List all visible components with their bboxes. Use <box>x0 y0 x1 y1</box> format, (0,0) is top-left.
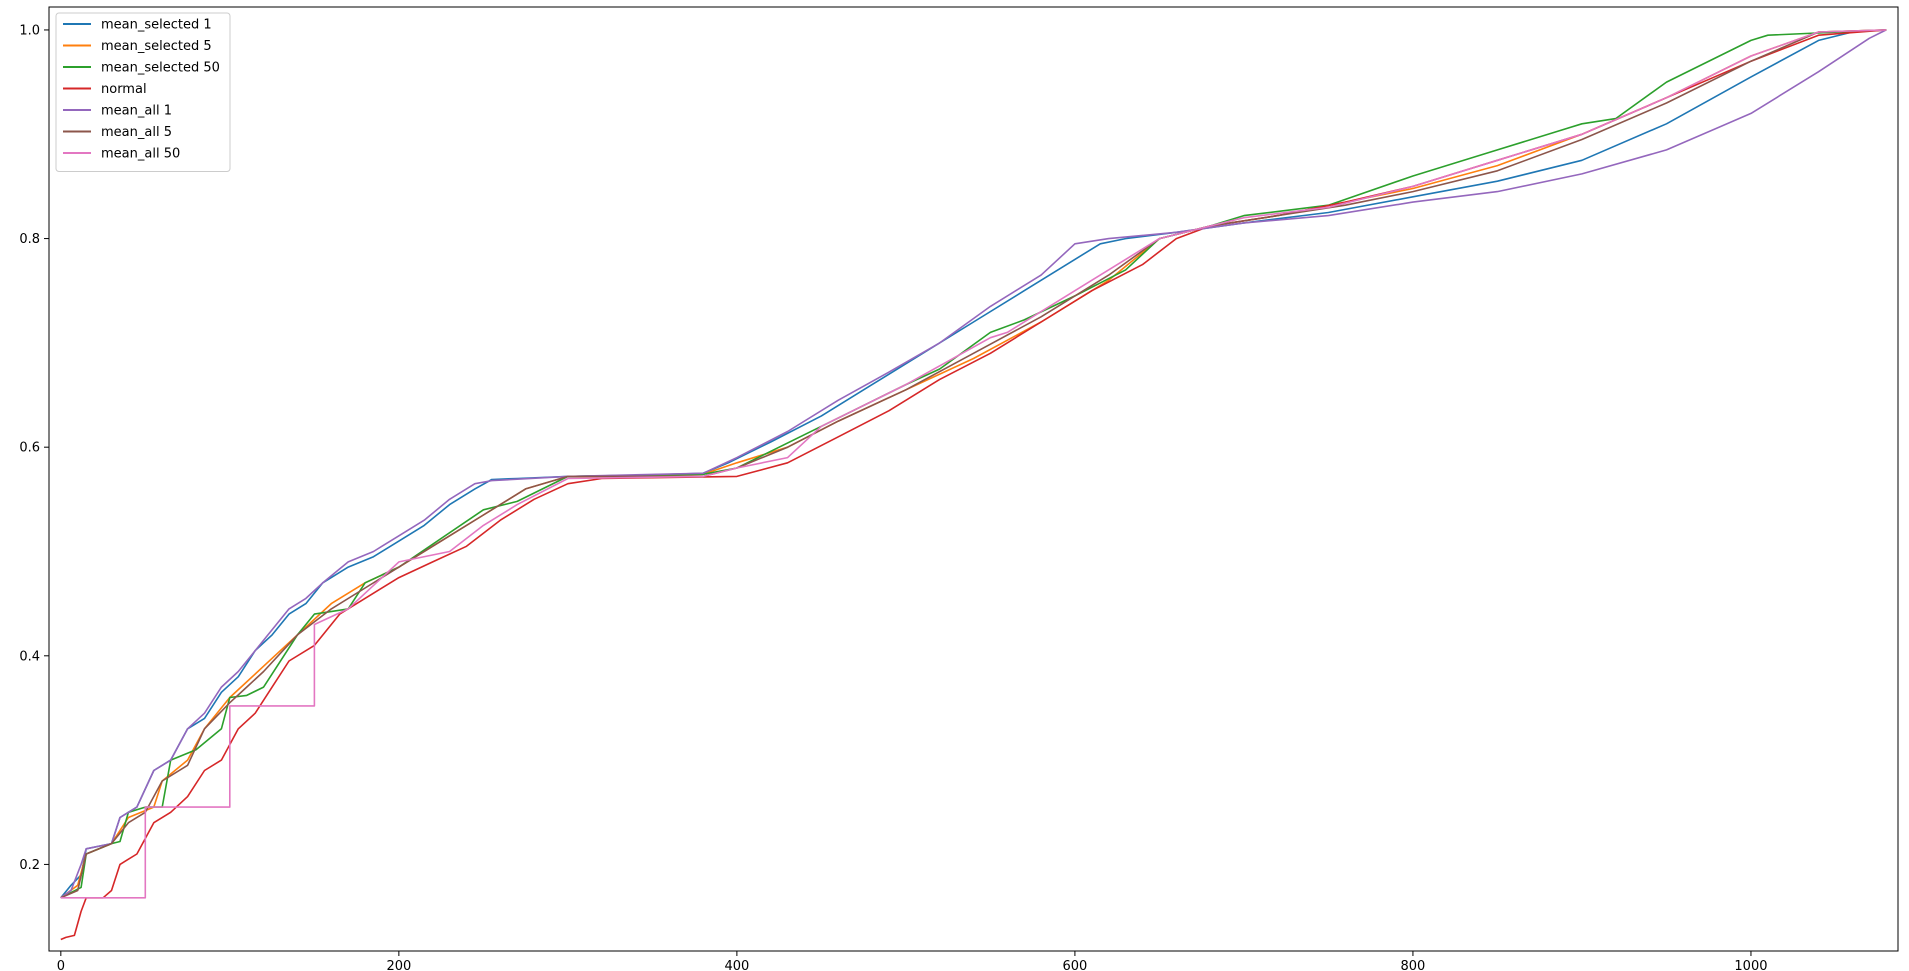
x-tick-label: 600 <box>1062 959 1087 971</box>
legend: mean_selected 1 mean_selected 5 mean_selec… <box>55 12 231 172</box>
legend-label: mean_all 5 <box>101 125 172 140</box>
legend-label: mean_all 1 <box>101 104 172 119</box>
series-lines <box>60 29 1887 941</box>
y-tick-label: 0.6 <box>19 441 40 456</box>
legend-label: mean_selected 5 <box>101 39 212 54</box>
series-line-mean-all-5 <box>60 29 1887 899</box>
x-axis: 0 200 400 600 800 1000 <box>57 951 1768 971</box>
legend-label: mean_selected 50 <box>101 61 220 76</box>
series-line-mean-selected-5 <box>60 29 1887 899</box>
legend-label: mean_all 50 <box>101 147 180 162</box>
x-tick-label: 1000 <box>1734 959 1767 971</box>
y-tick-label: 0.2 <box>19 858 40 873</box>
plot-frame <box>48 6 1899 952</box>
x-tick-label: 800 <box>1401 959 1426 971</box>
x-tick-label: 400 <box>724 959 749 971</box>
y-tick-label: 0.4 <box>19 649 40 664</box>
legend-box <box>55 12 231 172</box>
series-line-mean-all-1 <box>60 29 1887 899</box>
series-line-mean-selected-50 <box>60 29 1887 899</box>
legend-label: mean_selected 1 <box>101 18 212 33</box>
y-tick-label: 1.0 <box>19 23 40 38</box>
y-axis: 0.2 0.4 0.6 0.8 1.0 <box>19 23 49 873</box>
series-line-normal <box>60 29 1887 941</box>
legend-label: normal <box>101 82 147 97</box>
x-tick-label: 200 <box>386 959 411 971</box>
series-line-mean-selected-1 <box>60 29 1887 899</box>
x-tick-label: 0 <box>57 959 65 971</box>
y-tick-label: 0.8 <box>19 232 40 247</box>
series-line-mean-all-50 <box>60 29 1887 899</box>
